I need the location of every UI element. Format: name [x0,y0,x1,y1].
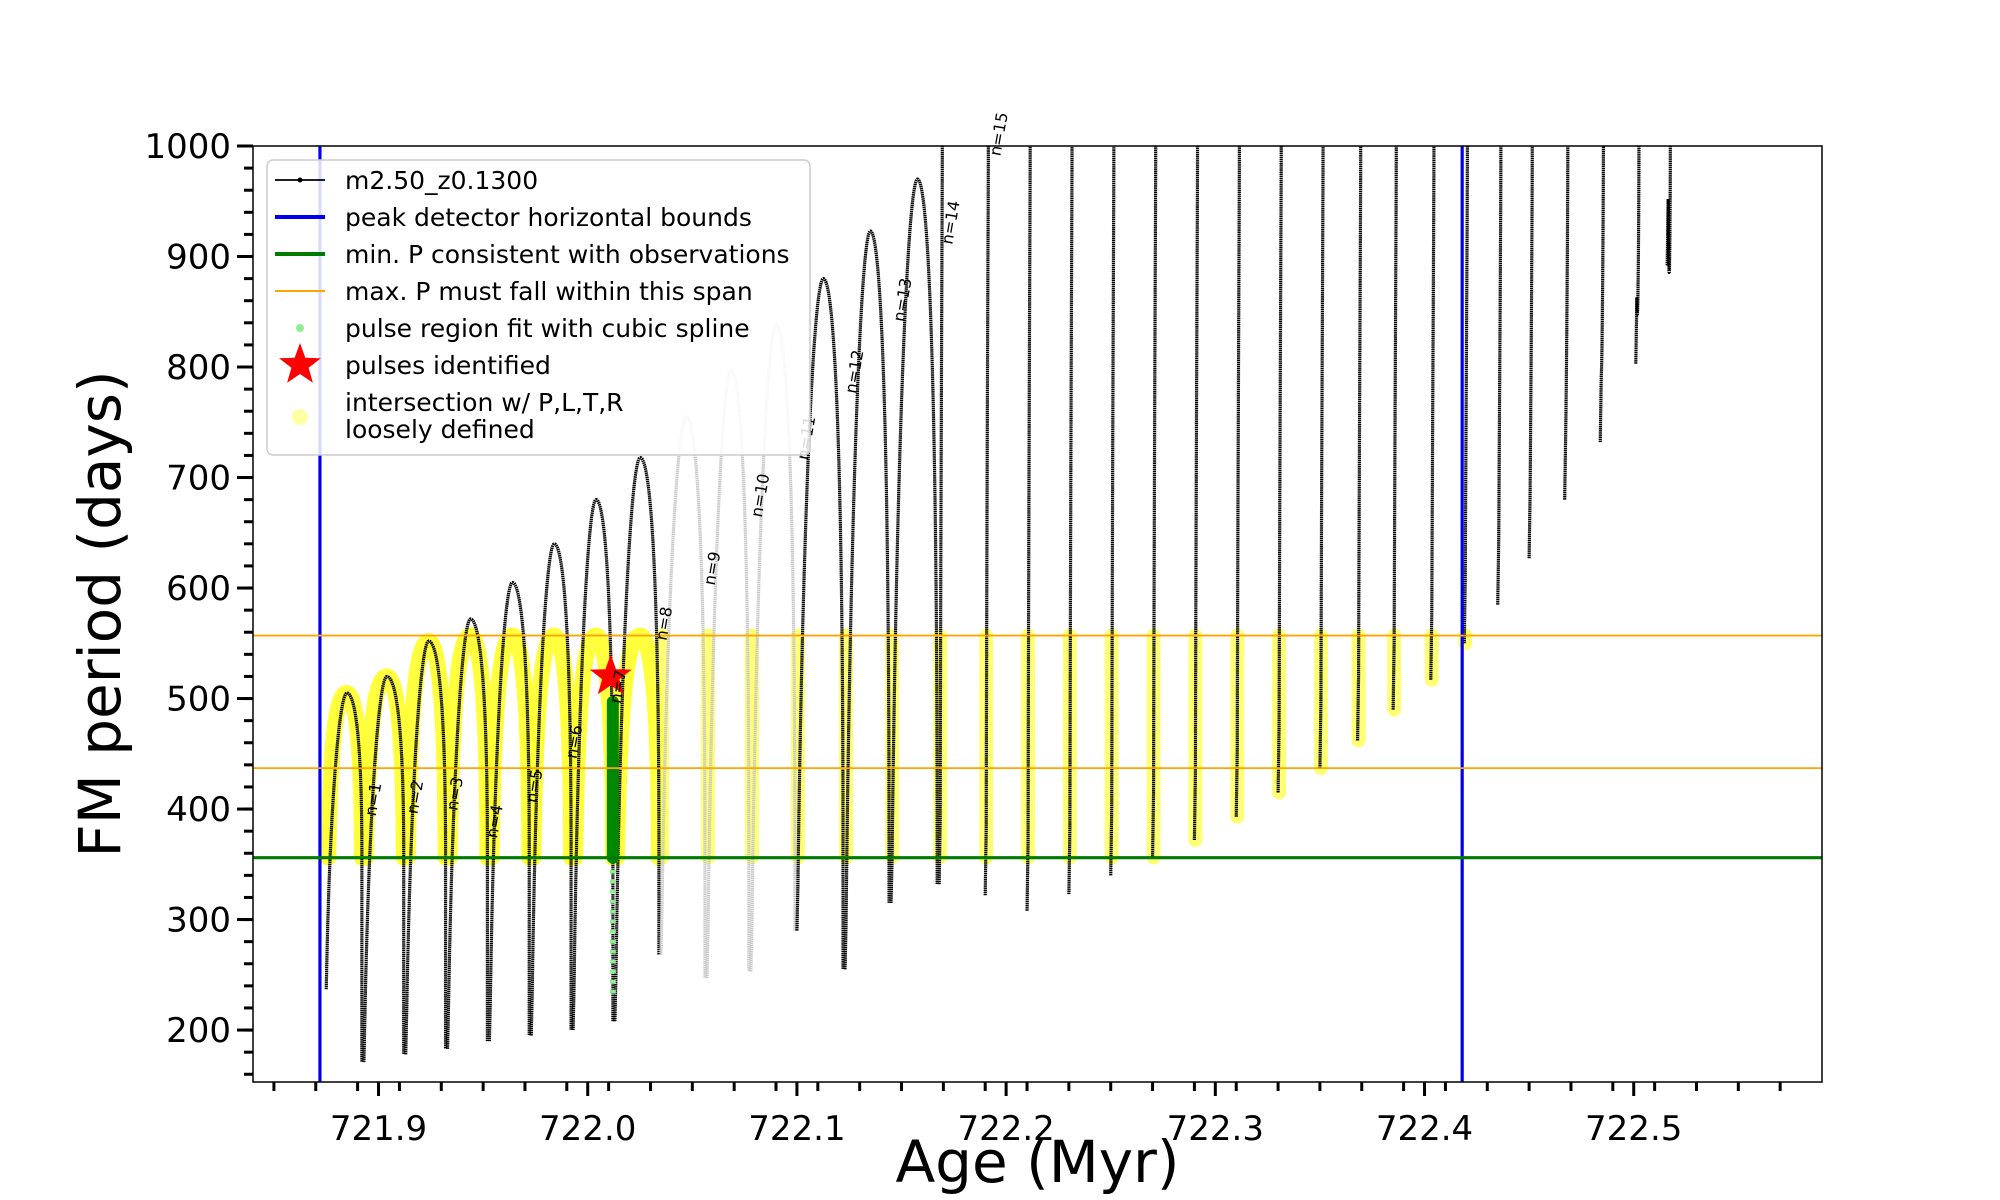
track-pulse-29 [1496,146,1503,605]
track-pulse-17 [1025,146,1032,911]
legend-label-pulses: pulses identified [345,351,551,380]
y-tick-label-0: 200 [166,1011,231,1051]
track-pulse-21 [1192,146,1200,841]
track-pulse-6 [529,542,573,1036]
legend-label-track: m2.50_z0.1300 [345,166,538,195]
x-tick-label-5: 722.4 [1376,1109,1473,1149]
track-pulse-15 [937,146,944,885]
track-pulse-4 [445,617,489,1049]
track-pulse-14 [889,177,939,904]
legend-marker-track-dot [297,177,303,183]
intersection-arc-1 [320,685,370,866]
y-axis-title: FM period (days) [66,370,134,857]
x-tick-label-3: 722.2 [957,1109,1054,1149]
track-pulse-5 [487,580,531,1042]
legend-label-spline: pulse region fit with cubic spline [345,314,750,343]
pulse-label-13: n=13 [889,276,915,323]
legend-label-maxp: max. P must fall within this span [345,277,753,306]
track-pulse-31 [1563,146,1570,500]
intersection-arc-8 [608,627,667,866]
legend-label-minp: min. P consistent with observations [345,240,790,269]
pulse-label-9: n=9 [700,550,725,587]
x-tick-label-1: 722.0 [539,1109,636,1149]
pulse-identified-layer [589,654,632,695]
y-tick-label-2: 400 [166,790,231,830]
track-pulse-3 [404,639,448,1055]
track-pulse-33 [1634,146,1641,364]
track-pulse-23 [1276,146,1283,793]
track-pulse-24 [1318,146,1325,769]
legend-label-intersect: intersection w/ P,L,T,R [345,388,624,417]
track-pulse-25 [1355,146,1363,741]
plot-frame [252,145,1823,1083]
legend-marker-pulses [279,343,321,383]
legend-marker-intersect [292,409,308,425]
y-tick-label-8: 1000 [144,127,231,167]
y-tick-label-7: 900 [166,238,231,278]
track-pulse-9 [659,415,707,979]
track-pulse-16 [983,146,990,896]
legend-marker-spline [296,324,304,332]
y-tick-label-5: 700 [166,459,231,499]
y-tick-label-6: 800 [166,348,231,388]
track-series-layer [324,146,1672,1063]
legend-label-intersect-line2: loosely defined [345,415,535,444]
legend-label-bounds: peak detector horizontal bounds [345,203,752,232]
pulse-label-15: n=15 [985,111,1011,158]
x-tick-label-4: 722.3 [1167,1109,1264,1149]
track-pulse-1 [324,691,364,1063]
x-tick-label-2: 722.1 [748,1109,845,1149]
x-tick-label-0: 721.9 [330,1109,427,1149]
track-pulse-27 [1429,146,1436,680]
pulse-identified-star [589,654,632,695]
track-pulse-34 [1665,146,1672,274]
track-pulse-18 [1067,146,1074,895]
pulse-label-14: n=14 [937,199,963,246]
x-axis-title: Age (Myr) [895,1128,1179,1196]
track-pulse-26 [1391,146,1398,710]
track-pulse-13 [843,229,891,970]
track-pulse-32 [1598,146,1605,443]
track-pulse-30 [1527,146,1534,559]
legend-box [266,159,811,456]
y-tick-label-4: 600 [166,569,231,609]
y-tick-label-3: 500 [166,680,231,720]
x-tick-label-6: 722.5 [1585,1109,1682,1149]
track-pulse-2 [362,674,406,1063]
track-pulse-20 [1150,146,1158,859]
y-tick-label-1: 300 [166,901,231,941]
track-pulse-28 [1462,146,1470,644]
track-pulse-12 [795,277,845,970]
pulse-label-10: n=10 [747,472,773,519]
track-pulse-19 [1109,146,1116,876]
axes-layer: 721.9 722.0 722.1 722.2 722.3 722.4 722.5 200 30… [144,127,1782,1149]
pulse-label-12: n=12 [841,348,867,395]
